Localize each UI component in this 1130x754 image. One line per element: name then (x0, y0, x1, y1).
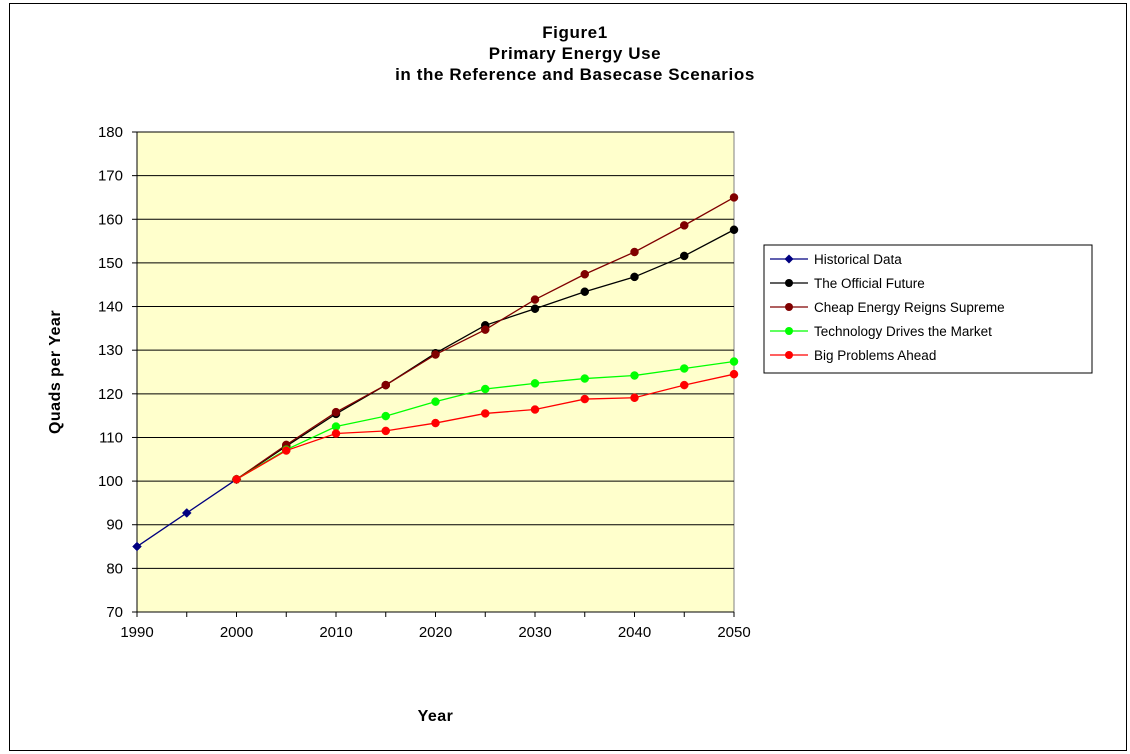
data-point (630, 247, 639, 257)
y-axis-title: Quads per Year (47, 310, 64, 434)
y-tick-label: 170 (98, 168, 123, 185)
y-tick-label: 120 (98, 386, 123, 403)
series-technology-drives-the-market (232, 357, 739, 484)
data-point (431, 350, 440, 359)
data-point (729, 193, 739, 202)
y-tick-label: 140 (98, 299, 123, 316)
y-tick-label: 150 (98, 255, 123, 272)
y-tick-label: 160 (98, 211, 123, 228)
data-point (680, 221, 689, 230)
legend-item: Big Problems Ahead (770, 348, 936, 363)
data-point (431, 418, 440, 428)
data-point (680, 364, 689, 373)
data-point (381, 411, 390, 421)
series-group (132, 193, 739, 552)
x-tick-label: 2010 (319, 624, 352, 641)
legend-item: Cheap Energy Reigns Supreme (770, 300, 1005, 315)
y-tick-label: 130 (98, 342, 123, 359)
data-point (431, 397, 440, 406)
data-point (630, 371, 639, 380)
data-point (282, 446, 291, 455)
legend-label: The Official Future (814, 276, 925, 291)
legend-label: Cheap Energy Reigns Supreme (814, 300, 1005, 315)
data-point (530, 304, 540, 313)
legend-item: Technology Drives the Market (770, 324, 992, 339)
data-point (580, 394, 589, 404)
y-tick-label: 80 (106, 560, 123, 577)
x-axis: 1990 2000 2010 2020 2030 2040 2050 (120, 611, 751, 641)
x-tick-label: 2050 (717, 624, 750, 641)
data-point (630, 272, 639, 282)
y-tick-label: 100 (98, 473, 123, 490)
data-point (580, 374, 589, 383)
chart-title-line-3: in the Reference and Basecase Scenarios (395, 65, 755, 84)
x-tick-label: 2000 (220, 624, 253, 641)
chart-title: Figure1 Primary Energy Use in the Refere… (0, 22, 1130, 85)
x-tick-label: 2040 (618, 624, 651, 641)
data-point (232, 475, 241, 484)
chart-title-line-2: Primary Energy Use (488, 44, 662, 63)
legend-marker (785, 351, 793, 359)
data-point (530, 405, 540, 414)
x-axis-title: Year (418, 708, 454, 725)
data-point (530, 295, 540, 304)
data-point (331, 407, 341, 417)
data-point (481, 384, 490, 394)
plot-area (136, 131, 735, 613)
legend-marker (785, 279, 793, 287)
data-point (181, 508, 192, 518)
x-tick-label: 2030 (518, 624, 551, 641)
legend-marker (785, 303, 793, 311)
chart-title-line-1: Figure1 (542, 23, 608, 42)
legend-box (763, 244, 1093, 374)
plot-background (136, 131, 735, 613)
series-cheap-energy-reigns-supreme (232, 193, 739, 484)
data-point (331, 429, 341, 438)
data-point (381, 426, 390, 436)
y-tick-label: 110 (99, 429, 123, 446)
data-point (680, 251, 689, 261)
legend-marker (784, 254, 794, 264)
data-point (381, 380, 390, 390)
data-point (580, 287, 589, 296)
data-point (481, 325, 490, 334)
x-tick-label: 1990 (120, 624, 153, 641)
legend-item: The Official Future (770, 276, 925, 291)
data-point (630, 393, 639, 402)
data-point (481, 409, 490, 418)
x-tick-label: 2020 (419, 624, 452, 641)
data-point (530, 379, 540, 388)
y-axis: 70 80 90 100 110 120 130 140 150 160 170 180 (98, 124, 138, 621)
y-tick-label: 70 (106, 604, 123, 621)
series-big-problems-ahead (232, 369, 739, 484)
legend-item: Historical Data (770, 252, 902, 267)
data-point (680, 380, 689, 390)
data-point (729, 225, 739, 234)
legend-label: Technology Drives the Market (814, 324, 992, 339)
legend-label: Big Problems Ahead (814, 348, 936, 363)
data-point (132, 541, 142, 552)
data-point (580, 270, 589, 279)
y-tick-label: 90 (106, 517, 123, 534)
legend-marker (785, 327, 793, 335)
legend-label: Historical Data (814, 252, 902, 267)
y-tick-label: 180 (98, 124, 123, 141)
data-point (729, 357, 739, 366)
legend: Historical Data The Official Future Cheap … (763, 244, 1093, 374)
data-point (729, 369, 739, 379)
